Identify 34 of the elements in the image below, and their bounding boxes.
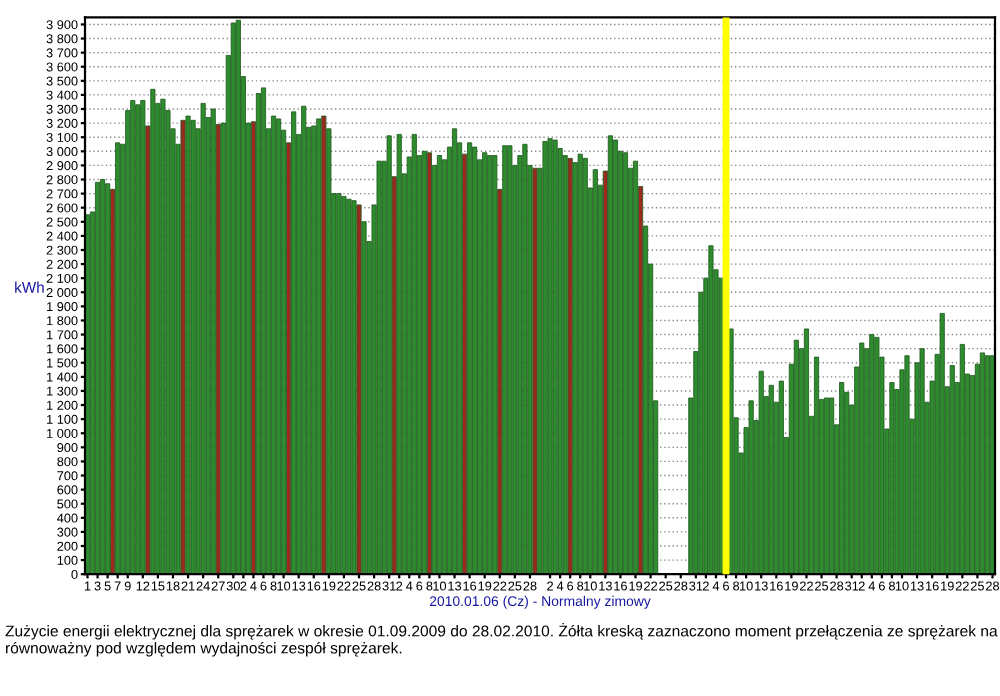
bar — [140, 100, 146, 575]
bar — [607, 135, 613, 575]
bar — [939, 313, 945, 575]
bar — [758, 370, 764, 575]
bar — [467, 142, 473, 575]
bar — [396, 133, 402, 575]
bar — [255, 93, 262, 575]
bar — [532, 167, 538, 575]
bar — [321, 115, 327, 575]
bar — [778, 380, 784, 575]
bar — [351, 200, 357, 575]
bar — [185, 115, 191, 575]
bar — [421, 150, 427, 575]
bar — [889, 382, 895, 575]
bar — [316, 118, 322, 575]
bar — [492, 155, 498, 575]
bar — [210, 108, 216, 575]
bar — [502, 145, 508, 575]
bar — [105, 183, 111, 575]
bar — [904, 355, 910, 575]
bar — [984, 355, 991, 575]
bar — [426, 152, 432, 575]
bar — [291, 111, 297, 575]
bar — [813, 356, 820, 575]
bar — [567, 157, 573, 575]
bar — [632, 160, 639, 575]
bar — [718, 277, 724, 575]
bar — [386, 135, 392, 575]
bar — [180, 119, 186, 575]
bar — [150, 88, 156, 575]
bar — [803, 328, 810, 575]
bar — [115, 142, 121, 575]
bar — [356, 204, 362, 575]
bar — [562, 155, 568, 575]
